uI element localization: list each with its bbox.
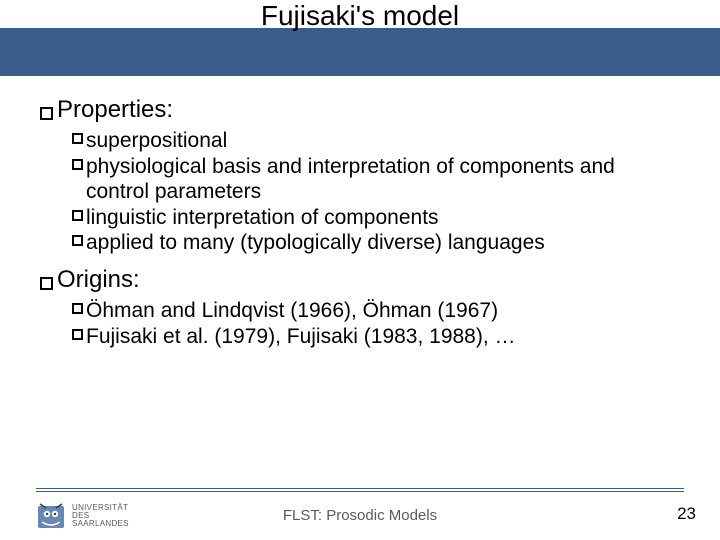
square-bullet-icon [72,235,83,246]
section-items: superpositional physiological basis and … [72,128,680,256]
page-number: 23 [677,504,696,524]
list-item-text: applied to many (typologically diverse) … [86,230,545,256]
square-bullet-icon [40,277,53,290]
title-bar [0,28,720,76]
section-heading-row: Properties: [40,96,680,124]
footer-divider [36,488,684,492]
section-heading-row: Origins: [40,266,680,294]
section-heading: Origins: [57,266,140,294]
list-item: Öhman and Lindqvist (1966), Öhman (1967) [72,298,680,324]
list-item-text: superpositional [86,128,227,154]
section-properties: Properties: superpositional physiologica… [40,96,680,256]
square-bullet-icon [72,133,83,144]
slide-title: Fujisaki's model [0,0,720,32]
list-item-text: linguistic interpretation of components [86,205,439,231]
square-bullet-icon [40,107,53,120]
content-body: Properties: superpositional physiologica… [40,86,680,349]
list-item-text: Fujisaki et al. (1979), Fujisaki (1983, … [86,324,516,350]
list-item: Fujisaki et al. (1979), Fujisaki (1983, … [72,324,680,350]
square-bullet-icon [72,329,83,340]
section-origins: Origins: Öhman and Lindqvist (1966), Öhm… [40,266,680,349]
list-item: superpositional [72,128,680,154]
list-item: applied to many (typologically diverse) … [72,230,680,256]
footer-center-text: FLST: Prosodic Models [0,507,720,524]
section-heading: Properties: [57,96,173,124]
list-item-text: physiological basis and interpretation o… [86,154,680,205]
slide: Fujisaki's model Properties: superpositi… [0,0,720,540]
list-item: physiological basis and interpretation o… [72,154,680,205]
square-bullet-icon [72,210,83,221]
square-bullet-icon [72,159,83,170]
square-bullet-icon [72,303,83,314]
list-item-text: Öhman and Lindqvist (1966), Öhman (1967) [86,298,498,324]
section-items: Öhman and Lindqvist (1966), Öhman (1967)… [72,298,680,349]
list-item: linguistic interpretation of components [72,205,680,231]
